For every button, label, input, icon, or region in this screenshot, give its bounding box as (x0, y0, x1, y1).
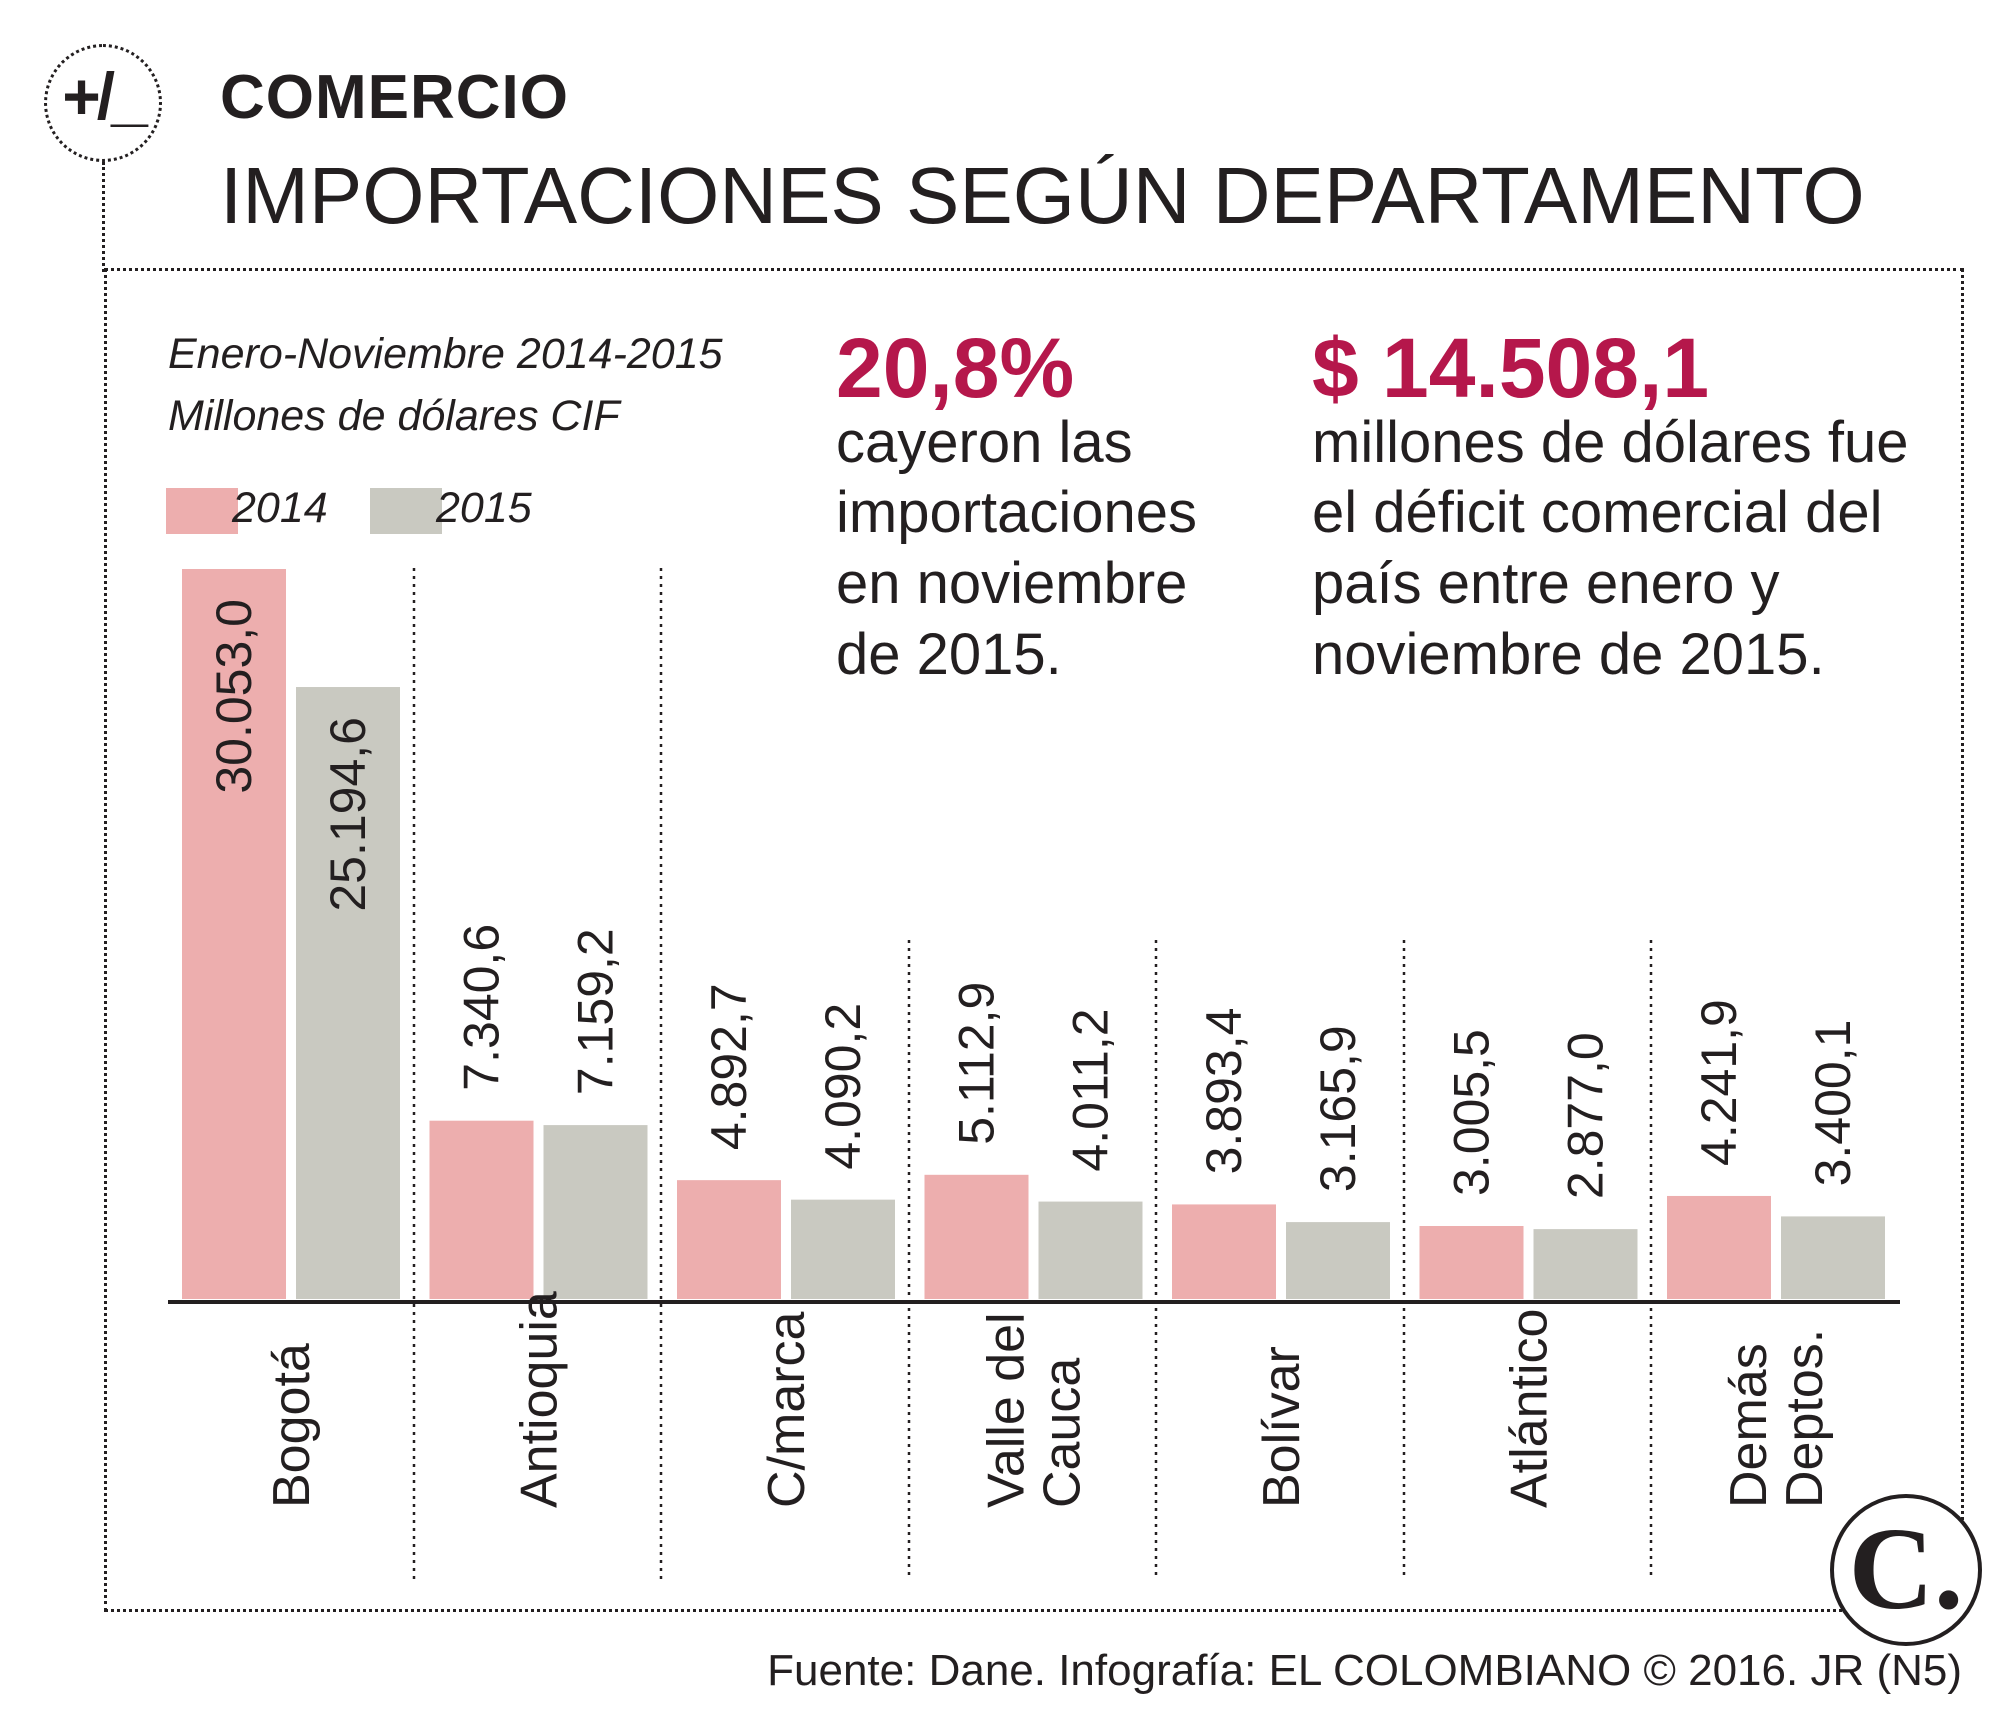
category-label: Deptos. (1776, 1329, 1834, 1508)
el-colombiano-badge: C. (1830, 1494, 1982, 1646)
bar-2015-2 (791, 1199, 895, 1299)
bar-2015-1 (543, 1125, 648, 1299)
category-label: C/marca (758, 1311, 816, 1508)
category-label: Antioquia (511, 1291, 569, 1508)
bar-2015-5 (1533, 1229, 1638, 1299)
data-label-2015-5: 2.877,0 (1558, 1032, 1614, 1199)
units-label: Millones de dólares CIF (168, 392, 620, 440)
legend-swatch-2014 (166, 488, 238, 534)
stat-deficit-text: el déficit comercial del (1312, 480, 1883, 545)
bar-2015-4 (1286, 1222, 1390, 1299)
bar-2015-3 (1038, 1201, 1143, 1299)
data-label-2014-5: 3.005,5 (1444, 1029, 1500, 1196)
data-label-2014-4: 3.893,4 (1196, 1008, 1252, 1175)
brand-letter: C. (1848, 1503, 1964, 1634)
data-label-2014-0: 30.053,0 (206, 599, 262, 794)
bar-2014-6 (1667, 1195, 1771, 1299)
bar-2014-5 (1419, 1225, 1524, 1299)
plus-minus-icon: +/_ (62, 59, 148, 133)
data-label-2014-3: 5.112,9 (949, 982, 1005, 1145)
data-label-2014-1: 7.340,6 (454, 924, 510, 1091)
data-label-2015-0: 25.194,6 (320, 717, 376, 912)
source-credit: Fuente: Dane. Infografía: EL COLOMBIANO … (767, 1646, 1962, 1695)
page-title: IMPORTACIONES SEGÚN DEPARTAMENTO (220, 151, 1865, 240)
chart-frame (104, 268, 1964, 1612)
legend-label-2015: 2015 (436, 484, 532, 532)
bar-2015-6 (1781, 1216, 1885, 1299)
legend-label-2014: 2014 (232, 484, 328, 532)
data-label-2014-2: 4.892,7 (701, 983, 757, 1150)
category-label: Valle del (978, 1312, 1036, 1508)
stat-drop-text: importaciones (836, 480, 1198, 545)
bar-2014-0 (182, 569, 286, 1299)
stat-deficit-text: país entre enero y (1312, 551, 1780, 616)
period-label: Enero-Noviembre 2014-2015 (168, 330, 723, 378)
bar-2014-2 (677, 1180, 781, 1299)
category-label: Bogotá (263, 1343, 321, 1508)
bar-2015-0 (296, 687, 400, 1299)
bar-2014-3 (924, 1174, 1029, 1299)
data-label-2015-3: 4.011,2 (1063, 1008, 1119, 1171)
bar-2014-4 (1172, 1204, 1276, 1299)
stat-drop-value: 20,8% (836, 321, 1075, 415)
category-label: Demás (1720, 1343, 1778, 1508)
data-label-2014-6: 4.241,9 (1691, 999, 1747, 1166)
category-label: Atlántico (1501, 1309, 1559, 1508)
stat-deficit-text: noviembre de 2015. (1312, 622, 1825, 687)
data-label-2015-1: 7.159,2 (568, 928, 624, 1095)
stat-drop-text: de 2015. (836, 622, 1062, 687)
bar-2014-1 (429, 1120, 534, 1299)
stat-drop-text: cayeron las (836, 410, 1133, 475)
legend-swatch-2015 (370, 488, 442, 534)
dotted-connector (102, 162, 105, 272)
plus-minus-logo: +/_ (44, 44, 162, 162)
stat-drop-text: en noviembre (836, 551, 1188, 616)
section-label: COMERCIO (220, 63, 569, 132)
stat-deficit-value: $ 14.508,1 (1312, 321, 1710, 415)
data-label-2015-6: 3.400,1 (1805, 1020, 1861, 1187)
stat-deficit-text: millones de dólares fue (1312, 410, 1909, 475)
data-label-2015-2: 4.090,2 (815, 1003, 871, 1170)
category-label: Cauca (1034, 1358, 1092, 1508)
data-label-2015-4: 3.165,9 (1310, 1025, 1366, 1192)
category-label: Bolívar (1253, 1346, 1311, 1508)
